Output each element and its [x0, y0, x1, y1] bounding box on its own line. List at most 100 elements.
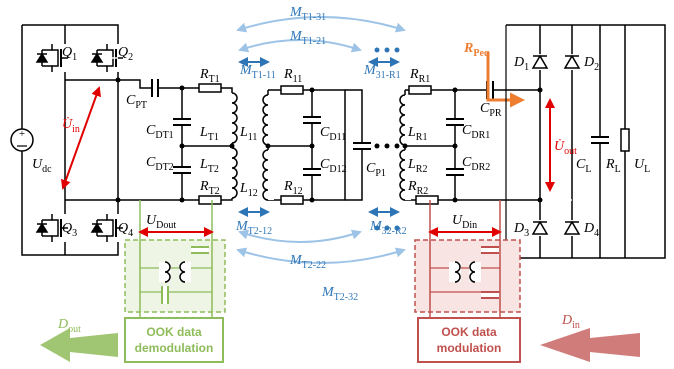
label-sub: in — [72, 124, 80, 135]
component-label: R11 — [283, 67, 302, 85]
node — [375, 144, 380, 149]
label-main: Q — [118, 221, 128, 236]
component-label: Udc — [32, 157, 52, 175]
label-sub: P1 — [375, 168, 386, 179]
label-sub: DR2 — [471, 162, 490, 173]
label-main: R — [283, 179, 293, 194]
box-label: demodulation — [135, 341, 214, 355]
plus: + — [19, 128, 25, 140]
component-label: RT2 — [199, 179, 220, 197]
label-sub: T1-31 — [302, 12, 326, 23]
node — [453, 144, 458, 149]
node — [538, 88, 543, 93]
label-main: D — [561, 313, 572, 328]
component-label: LT1 — [199, 125, 219, 143]
label-sub: T1 — [209, 74, 220, 85]
component-label: MT1-31 — [289, 5, 326, 23]
label-main: L — [239, 125, 248, 140]
label-sub: 3 — [524, 228, 529, 239]
label-sub: DT2 — [155, 162, 173, 173]
resistor — [199, 196, 221, 204]
label-sub: 1 — [524, 62, 529, 73]
component-label: CPT — [126, 93, 147, 111]
label-main: D — [513, 55, 524, 70]
label-sub: 31-R1 — [376, 70, 401, 81]
label-main: D — [583, 221, 594, 236]
component-label: UDin — [452, 213, 477, 231]
label-main: L — [407, 157, 416, 172]
node — [385, 144, 390, 149]
box-label: OOK data — [441, 325, 497, 339]
box-label: modulation — [437, 341, 502, 355]
resistor — [416, 196, 438, 204]
label-sub: dc — [42, 164, 52, 175]
component-label: D4 — [583, 221, 599, 239]
component-label: CDT1 — [146, 123, 174, 141]
component-label: UL — [634, 157, 650, 175]
label-sub: T1-21 — [302, 36, 326, 47]
label-sub: PR — [489, 108, 502, 119]
label-sub: PT — [135, 100, 147, 111]
label-sub: T1-11 — [252, 70, 276, 81]
label-sub: L — [585, 164, 591, 175]
component-label: D2 — [583, 55, 599, 73]
label-main: L — [199, 125, 208, 140]
component-label: LT2 — [199, 157, 219, 175]
label-main: D — [57, 317, 68, 332]
resistor — [281, 86, 303, 94]
wire — [63, 88, 99, 188]
node — [180, 144, 185, 149]
label-main: D — [583, 55, 594, 70]
label-main: R — [199, 179, 209, 194]
component-label: R12 — [283, 179, 303, 197]
label-sub: D11 — [329, 132, 346, 143]
label-sub: DR1 — [471, 130, 490, 141]
component-label: D3 — [513, 221, 529, 239]
wiring: + — [11, 17, 665, 362]
component-label: Dout — [57, 317, 81, 335]
label-main: R — [463, 41, 473, 56]
label-main: D — [513, 221, 524, 236]
node — [180, 198, 185, 203]
component-label: CDR1 — [462, 123, 490, 141]
label-sub: T2 — [209, 186, 220, 197]
label-sub: DT1 — [155, 130, 173, 141]
component-label: CDR2 — [462, 155, 490, 173]
label-sub: R2 — [416, 164, 428, 175]
label-sub: out — [564, 146, 577, 157]
label-sub: T1 — [208, 132, 219, 143]
label-main: L — [239, 181, 248, 196]
label-sub: Peq — [473, 48, 490, 59]
node — [538, 198, 543, 203]
label-sub: in — [572, 320, 580, 331]
label-sub: R1 — [419, 74, 431, 85]
component-label: M32-R2 — [369, 219, 407, 237]
label-sub: 1 — [72, 52, 77, 63]
label-sub: 12 — [248, 188, 258, 199]
node — [310, 88, 315, 93]
label-main: L — [199, 157, 208, 172]
component-label: Din — [561, 313, 580, 331]
component-label: L11 — [239, 125, 257, 143]
component-label: MT2-22 — [289, 253, 326, 271]
component-label: D1 — [513, 55, 529, 73]
label-sub: 11 — [293, 74, 303, 85]
wire — [268, 90, 345, 200]
component-label: CP1 — [366, 161, 386, 179]
node — [310, 144, 315, 149]
circuit-diagram: + OOK datademodulationOOK datamodulation… — [0, 0, 674, 369]
label-main: R — [409, 67, 419, 82]
label-main: Q — [62, 221, 72, 236]
resistor — [409, 86, 431, 94]
node — [310, 198, 315, 203]
label-sub: T2-22 — [302, 260, 326, 271]
component-label: CD12 — [320, 157, 347, 175]
component-label: MT2-12 — [235, 219, 272, 237]
node — [453, 198, 458, 203]
component-label: RT1 — [199, 67, 220, 85]
label-sub: 12 — [293, 186, 303, 197]
label-sub: out — [68, 324, 81, 335]
node — [453, 88, 458, 93]
resistor — [281, 196, 303, 204]
label-sub: 3 — [72, 228, 77, 239]
